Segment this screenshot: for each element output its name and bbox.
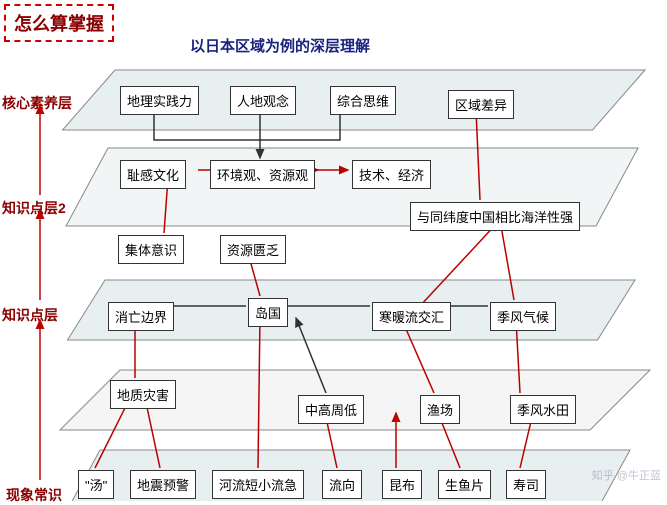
node-n_tang: "汤" bbox=[78, 470, 114, 499]
node-n_jtys: 集体意识 bbox=[118, 235, 184, 264]
watermark: 知乎 @牛正蓝 bbox=[592, 467, 661, 483]
node-n_zhsw: 综合思维 bbox=[330, 86, 396, 115]
node-n_jsjj: 技术、经济 bbox=[352, 160, 431, 189]
node-n_dlsj: 地理实践力 bbox=[120, 86, 199, 115]
node-n_dzyj: 地震预警 bbox=[130, 470, 196, 499]
layer-planes bbox=[0, 0, 667, 501]
node-n_kb: 昆布 bbox=[382, 470, 422, 499]
node-n_hdlj: 河流短小流急 bbox=[212, 470, 304, 499]
node-n_lx: 流向 bbox=[322, 470, 362, 499]
node-n_jfst: 季风水田 bbox=[510, 395, 576, 424]
node-n_zykf: 资源匮乏 bbox=[220, 235, 286, 264]
node-n_yc: 渔场 bbox=[420, 395, 460, 424]
node-n_xwbj: 消亡边界 bbox=[108, 302, 174, 331]
node-n_hjzy: 环境观、资源观 bbox=[210, 160, 315, 189]
node-n_qycy: 区域差异 bbox=[448, 90, 514, 119]
node-n_hnlj: 寒暖流交汇 bbox=[372, 302, 451, 331]
node-n_ss: 寿司 bbox=[506, 470, 546, 499]
node-n_dzzh: 地质灾害 bbox=[110, 380, 176, 409]
node-n_syp: 生鱼片 bbox=[438, 470, 491, 499]
node-n_rdgn: 人地观念 bbox=[230, 86, 296, 115]
node-n_zgzd: 中高周低 bbox=[298, 395, 364, 424]
node-n_hyx: 与同纬度中国相比海洋性强 bbox=[410, 202, 580, 231]
node-n_jfqh: 季风气候 bbox=[490, 302, 556, 331]
node-n_dg: 岛国 bbox=[248, 298, 288, 327]
node-n_chwh: 耻感文化 bbox=[120, 160, 186, 189]
